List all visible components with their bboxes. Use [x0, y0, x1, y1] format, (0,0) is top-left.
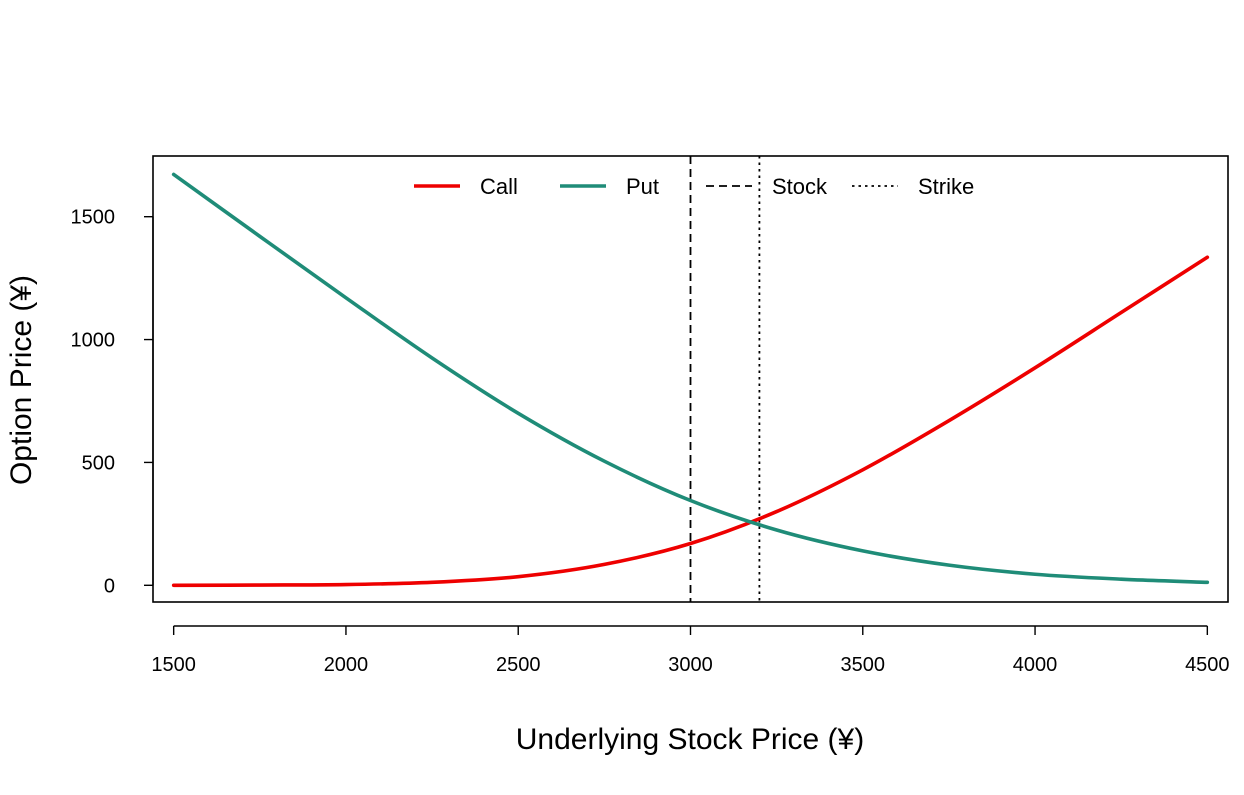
y-tick-label: 0 [104, 575, 115, 597]
series-lines [171, 172, 1210, 588]
x-axis-title: Underlying Stock Price (¥) [516, 723, 864, 756]
legend-label-strike: Strike [918, 174, 974, 199]
y-tick-label: 1500 [71, 207, 116, 229]
y-axis-title: Option Price (¥) [5, 275, 38, 485]
x-axis: 1500 2000 2500 3000 3500 4000 4500 [151, 625, 1230, 676]
x-tick-label: 3500 [841, 654, 886, 676]
legend: Call Put Stock Strike [414, 174, 974, 199]
call-series-line [171, 255, 1210, 588]
y-tick-label: 500 [82, 452, 115, 474]
y-tick-label: 1000 [71, 330, 116, 352]
x-tick-label: 4000 [1013, 654, 1058, 676]
legend-label-put: Put [626, 174, 659, 199]
x-tick-label: 2000 [324, 654, 369, 676]
reference-lines [689, 156, 761, 602]
legend-label-stock: Stock [772, 174, 828, 199]
x-tick-label: 4500 [1185, 654, 1230, 676]
legend-label-call: Call [480, 174, 518, 199]
put-series-line [171, 172, 1210, 585]
x-tick-label: 2500 [496, 654, 541, 676]
x-tick-label: 3000 [668, 654, 713, 676]
y-axis: 0 500 1000 1500 [71, 207, 154, 597]
x-tick-label: 1500 [151, 654, 196, 676]
